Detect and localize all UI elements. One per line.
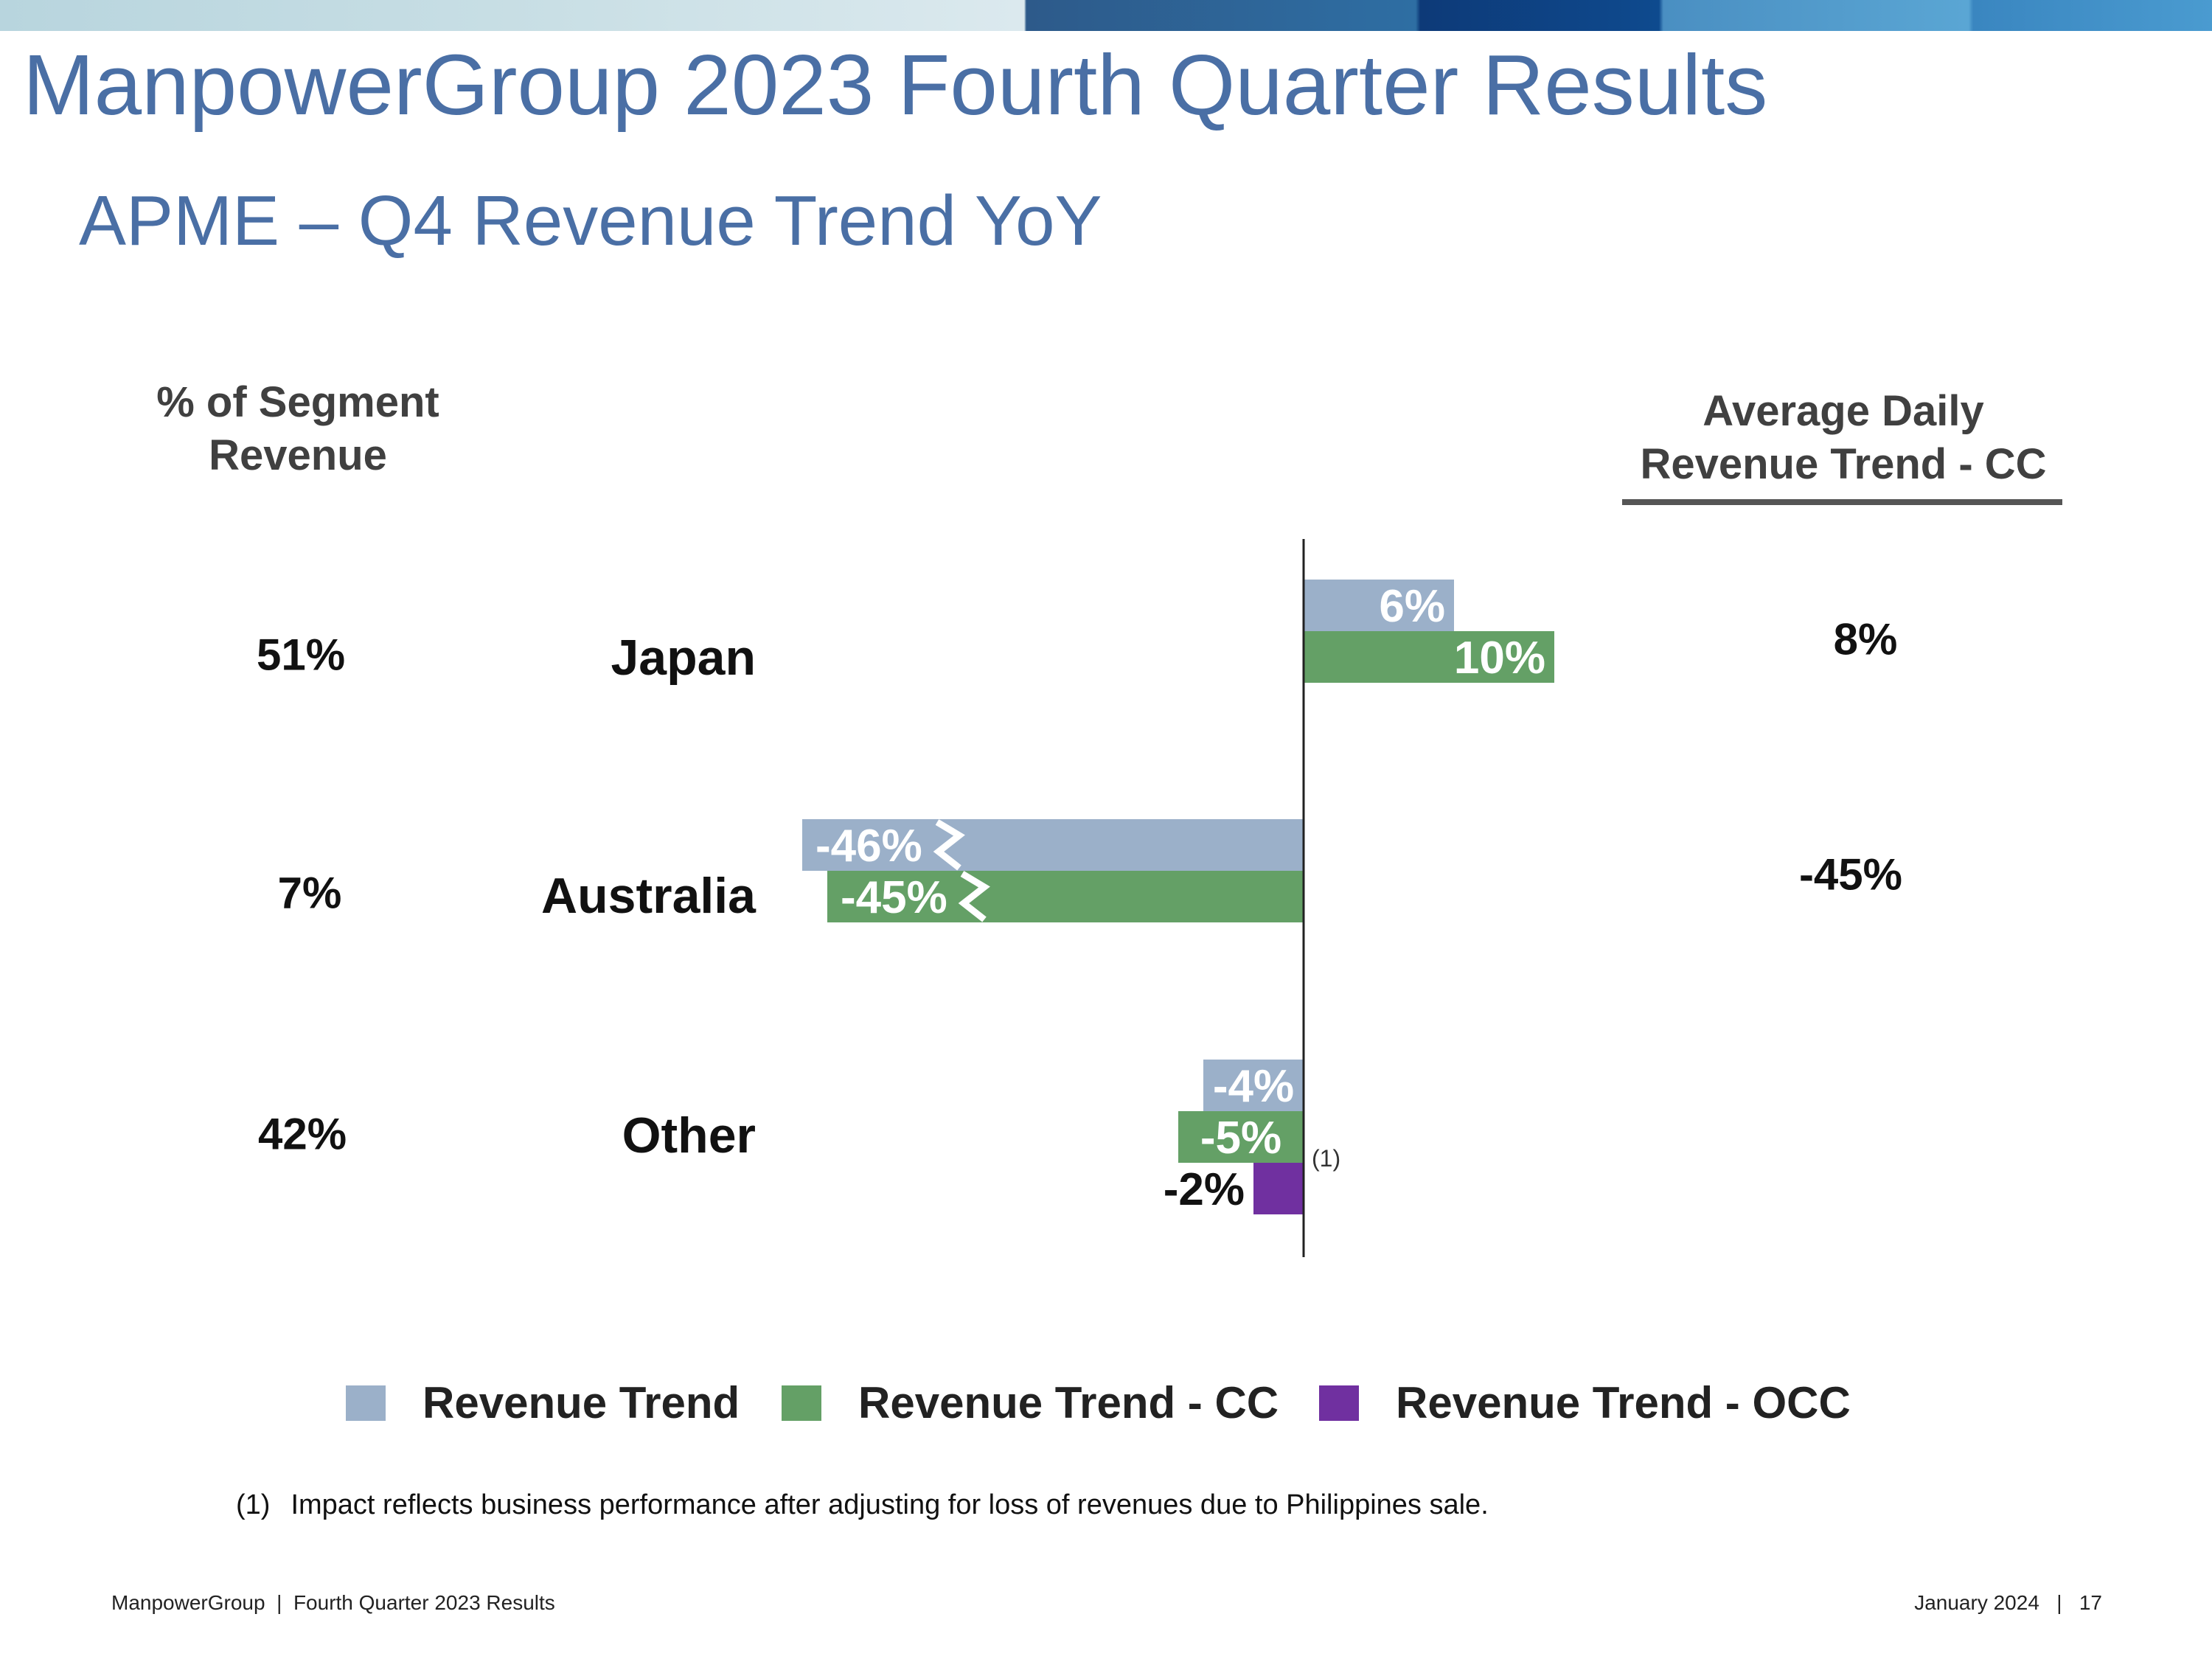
axis-break-icon [958,871,990,922]
legend-swatch [346,1385,386,1421]
value-label-australia-revenue-trend-cc: -45% [841,872,947,923]
bar-other-revenue-trend-cc [1178,1111,1304,1163]
legend-revenue-trend-occ: Revenue Trend - OCC [1319,1377,1851,1428]
segment-pct-japan: 51% [256,630,346,680]
footnote: (1) Impact reflects business performance … [236,1489,1509,1521]
bar-japan-revenue-trend [1304,580,1454,631]
adr-heading-line1: Average Daily [1703,387,1984,435]
bar-other-revenue-trend [1203,1060,1304,1111]
segment-revenue-heading: % of Segment Revenue [114,376,482,482]
bar-australia-revenue-trend [802,819,1304,871]
legend-label: Revenue Trend [422,1378,740,1427]
segment-heading-line1: % of Segment [156,378,439,426]
slide-subtitle: APME – Q4 Revenue Trend YoY [79,181,1102,260]
axis-break-icon [933,819,965,871]
footer-left: ManpowerGroup | Fourth Quarter 2023 Resu… [111,1591,555,1614]
legend-revenue-trend: Revenue Trend [346,1377,740,1428]
segment-pct-other: 42% [257,1109,347,1159]
segment-pct-australia: 7% [277,868,342,918]
heading-underline [1622,499,2062,505]
bar-australia-revenue-trend-cc [827,871,1304,922]
value-label-other-revenue-trend: -4% [1213,1061,1294,1112]
category-label-japan: Japan [611,630,756,686]
legend-revenue-trend-cc: Revenue Trend - CC [782,1377,1279,1428]
value-label-japan-revenue-trend-cc: 10% [1454,633,1545,684]
footer-right: January 2024 | 17 [1914,1591,2102,1614]
bar-other-revenue-trend-occ [1253,1163,1304,1214]
adr-value-japan: 8% [1833,614,1898,664]
footnote-number: (1) [236,1489,271,1520]
adr-trend-heading: Average Daily Revenue Trend - CC [1585,385,2101,491]
footnote-marker: (1) [1312,1145,1341,1172]
adr-value-australia: -45% [1798,849,1903,900]
value-label-other-revenue-trend-occ: -2% [1164,1164,1245,1215]
category-label-australia: Australia [541,868,756,924]
legend-swatch [782,1385,821,1421]
footnote-text: Impact reflects business performance aft… [291,1489,1489,1520]
value-label-other-revenue-trend-cc: -5% [1200,1113,1281,1164]
bar-japan-revenue-trend-cc [1304,631,1554,683]
legend-swatch [1319,1385,1359,1421]
adr-heading-line2: Revenue Trend - CC [1640,440,2047,488]
legend-label: Revenue Trend - OCC [1396,1378,1851,1427]
value-label-australia-revenue-trend: -46% [815,821,922,872]
page-title: ManpowerGroup 2023 Fourth Quarter Result… [23,37,1768,133]
header-banner [0,0,2212,31]
segment-heading-line2: Revenue [209,431,387,479]
legend-label: Revenue Trend - CC [858,1378,1279,1427]
category-label-other: Other [622,1107,756,1164]
value-label-japan-revenue-trend: 6% [1379,581,1445,632]
